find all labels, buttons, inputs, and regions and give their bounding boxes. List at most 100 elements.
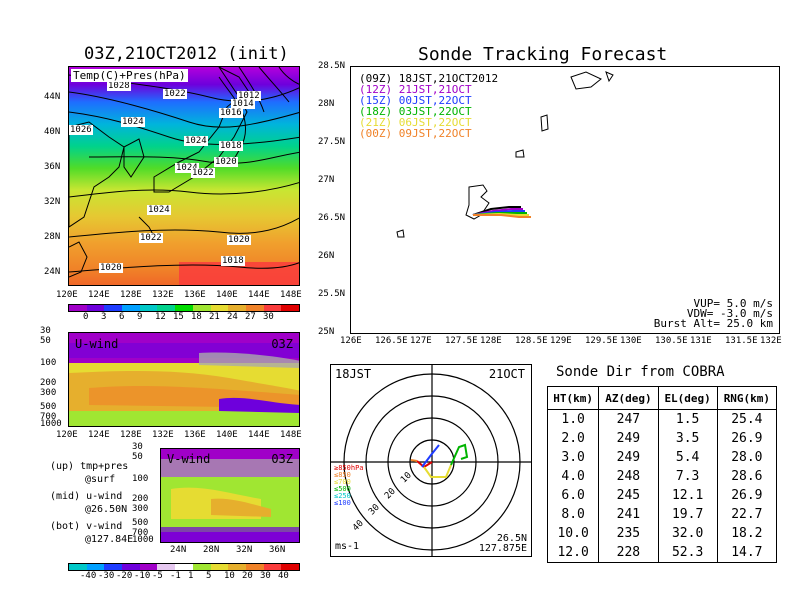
tick-label: 132E — [152, 430, 174, 440]
tick-label: 127.5E — [445, 336, 478, 346]
burst-text: Burst Alt= 25.0 km — [653, 317, 773, 330]
table-cell: 248 — [598, 467, 659, 486]
tick-label: 28N — [318, 99, 335, 109]
tick-label: 50 — [132, 452, 143, 462]
colorbar-swatch — [69, 564, 87, 570]
isobar-label: 1024 — [175, 163, 199, 173]
polar-unit: ms-1 — [335, 541, 360, 552]
panel-notes: (up) tmp+pres @surf (mid) u-wind @26.50N… — [50, 460, 133, 546]
tick-label: 20 — [242, 571, 253, 581]
table-cell: 7.3 — [657, 467, 718, 486]
level-entry: ≤850 — [334, 471, 351, 479]
temp-colorbar — [68, 304, 300, 312]
colorbar-swatch — [157, 564, 176, 570]
note-line: (bot) v-wind — [50, 521, 123, 532]
colorbar-swatch — [175, 564, 193, 570]
tick-label: 0 — [83, 312, 89, 322]
tick-label: 128.5E — [515, 336, 548, 346]
tick-label: 26N — [318, 251, 335, 261]
colorbar-swatch — [263, 564, 282, 570]
colorbar-swatch — [263, 305, 282, 311]
legend-entry: (12Z) 21JST,21OCT — [359, 83, 472, 96]
tick-label: 500 — [40, 402, 57, 412]
tick-label: -40 — [80, 571, 97, 581]
coastline-japan — [153, 96, 248, 193]
tick-label: 700 — [40, 412, 57, 422]
colorbar-swatch — [210, 564, 229, 570]
colorbar-swatch — [122, 564, 140, 570]
colorbar-swatch — [69, 305, 87, 311]
colorbar-swatch — [281, 564, 299, 570]
vwind-time: 03Z — [271, 452, 293, 466]
legend-entry: (21Z) 06JST,22OCT — [359, 116, 472, 129]
tick-label: 25N — [318, 327, 335, 337]
tick-label: 24N — [44, 267, 61, 277]
tick-label: 30 — [40, 326, 51, 336]
colorbar-swatch — [210, 305, 229, 311]
legend-entry: (15Z) 00JST,22OCT — [359, 94, 472, 107]
tick-label: 1 — [188, 571, 194, 581]
table-cell: 249 — [598, 429, 659, 448]
tick-label: 40 — [278, 571, 289, 581]
tick-label: 32N — [44, 197, 61, 207]
table-cell: 3.0 — [546, 448, 600, 467]
temp-field — [69, 67, 299, 285]
tick-label: 129.5E — [585, 336, 618, 346]
column-header: HT(km) — [546, 386, 600, 410]
tick-label: 136E — [184, 430, 206, 440]
table-cell: 5.4 — [657, 448, 718, 467]
tick-label: 130.5E — [655, 336, 688, 346]
note-line: (up) tmp+pres — [50, 461, 129, 472]
table-cell: 2.0 — [546, 429, 600, 448]
colorbar-swatch — [139, 305, 158, 311]
colorbar-swatch — [192, 305, 211, 311]
tick-label: 18 — [191, 312, 202, 322]
polar-svg — [331, 365, 531, 556]
tick-label: 36N — [44, 162, 61, 172]
tick-label: 127E — [410, 336, 432, 346]
tick-label: 126.5E — [375, 336, 408, 346]
isobar-label: 1024 — [147, 205, 171, 215]
table-cell: 28.6 — [716, 467, 778, 486]
tick-label: 5 — [206, 571, 212, 581]
coastline-korea — [123, 138, 145, 178]
vwind-panel: V-wind 03Z — [160, 448, 300, 543]
tick-label: 24 — [227, 312, 238, 322]
tick-label: 126E — [340, 336, 362, 346]
colorbar-swatch — [86, 564, 105, 570]
tick-label: 10 — [224, 571, 235, 581]
tick-label: 15 — [173, 312, 184, 322]
cobra-title: Sonde Dir from COBRA — [556, 364, 725, 380]
isobar-label: 1020 — [214, 157, 238, 167]
note-line: @26.50N — [85, 504, 128, 515]
table-cell: 4.0 — [546, 467, 600, 486]
table-cell: 26.9 — [716, 486, 778, 505]
vwind-svg — [161, 449, 299, 542]
table-cell: 241 — [598, 505, 659, 524]
temp-pressure-map: 1028 1028 1026 1022 1024 1012 1014 1016 … — [68, 66, 300, 286]
isobar-label: 1022 — [139, 233, 163, 243]
tick-label: 28N — [44, 232, 61, 242]
level-entry: ≤100 — [334, 499, 351, 507]
tick-label: 144E — [248, 430, 270, 440]
isobar-label: 1022 — [191, 168, 215, 178]
tick-label: 129E — [550, 336, 572, 346]
tick-label: 131.5E — [725, 336, 758, 346]
column-header: RNG(km) — [716, 386, 778, 410]
tick-label: 28N — [203, 545, 220, 555]
colorbar-swatch — [104, 305, 123, 311]
uwind-panel: U-wind 03Z — [68, 332, 300, 427]
table-row: 12.0 228 52.3 14.7 — [546, 543, 778, 563]
colorbar-swatch — [175, 305, 193, 311]
vdw-text: VDW= -3.0 m/s — [686, 307, 773, 320]
table-cell: 14.7 — [716, 543, 778, 563]
tick-label: 21 — [209, 312, 220, 322]
level-entry: ≤700 — [334, 478, 351, 486]
isobar-label: 1024 — [121, 117, 145, 127]
tick-label: 140E — [216, 290, 238, 300]
note-line: @127.84E — [85, 534, 134, 545]
tick-label: 130E — [620, 336, 642, 346]
temp-map-svg — [69, 67, 299, 285]
tick-label: 100 — [132, 474, 149, 484]
hodograph — [410, 443, 469, 478]
